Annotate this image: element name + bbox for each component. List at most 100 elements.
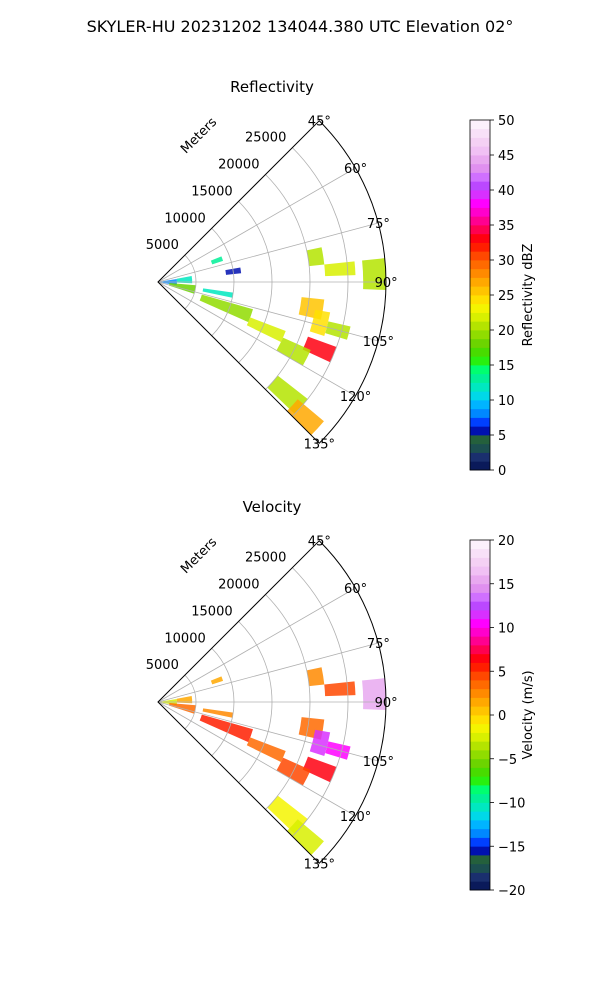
colorbar-swatch	[470, 820, 490, 830]
colorbar-swatch	[470, 863, 490, 873]
echo-region-10	[309, 729, 331, 757]
range-ring	[211, 647, 235, 757]
colorbar-swatch	[470, 233, 490, 243]
colorbar: −20 −15 −10 −5 0 5 10 15 20 Velocity (m/s)	[469, 534, 536, 899]
range-ring	[292, 567, 349, 837]
colorbar-swatch	[470, 653, 490, 663]
theta-tick-label: 120°	[340, 810, 371, 825]
colorbar-swatch	[470, 776, 490, 786]
colorbar-tick-label: −20	[498, 884, 525, 899]
range-tick-label: 5000	[146, 238, 179, 253]
colorbar-swatch	[470, 365, 490, 375]
colorbar-swatch	[470, 356, 490, 366]
colorbar-swatch	[470, 373, 490, 383]
echo-region-4	[202, 708, 234, 718]
colorbar-tick-label: 15	[498, 578, 515, 593]
colorbar-swatch	[470, 417, 490, 427]
colorbar-swatch	[470, 872, 490, 882]
echo-region-6	[199, 294, 253, 323]
range-ring	[238, 201, 273, 363]
colorbar-tick-label: 5	[498, 665, 506, 680]
reflectivity-panel: Reflectivity 5000 10000 15000 20000 25000 Mete…	[146, 78, 536, 479]
figure-suptitle: SKYLER-HU 20231202 134044.380 UTC Elevat…	[87, 17, 514, 36]
theta-tick-label: 60°	[344, 162, 367, 177]
echo-region-7	[306, 667, 325, 687]
colorbar-tick-label: 10	[498, 394, 515, 409]
colorbar-tick-label: 35	[498, 219, 515, 234]
colorbar-swatch	[470, 207, 490, 217]
colorbar-swatch	[470, 855, 490, 865]
panel-title: Velocity	[243, 498, 302, 516]
colorbar-swatch	[470, 426, 490, 436]
colorbar-swatch	[470, 452, 490, 462]
range-ring	[265, 594, 311, 810]
colorbar-swatch	[470, 627, 490, 637]
colorbar-swatch	[470, 575, 490, 585]
colorbar-swatch	[470, 566, 490, 576]
colorbar-swatch	[470, 741, 490, 751]
echo-region-5	[199, 714, 253, 743]
echo-region-3	[210, 676, 224, 685]
colorbar-swatch	[470, 338, 490, 348]
echo-region-8	[306, 247, 325, 267]
colorbar-swatch	[470, 400, 490, 410]
theta-tick-label: 45°	[308, 535, 331, 550]
range-tick-label: 20000	[218, 158, 259, 173]
colorbar-tick-label: 10	[498, 622, 515, 637]
colorbar-swatch	[470, 750, 490, 760]
colorbar-swatch	[470, 715, 490, 725]
colorbar-swatch	[470, 662, 490, 672]
colorbar-swatch	[470, 706, 490, 716]
colorbar-swatch	[470, 303, 490, 313]
colorbar-swatch	[470, 618, 490, 628]
theta-tick-label: 105°	[363, 755, 394, 770]
colorbar-tick-label: 50	[498, 114, 515, 129]
echo-region-14	[276, 337, 311, 366]
colorbar-swatch	[470, 723, 490, 733]
colorbar-swatch	[470, 837, 490, 847]
colorbar-swatch	[470, 680, 490, 690]
colorbar-swatch	[470, 758, 490, 768]
colorbar-swatch	[470, 155, 490, 165]
colorbar-swatch	[470, 846, 490, 856]
echo-region-5	[202, 288, 234, 298]
range-tick-label: 15000	[191, 184, 232, 199]
colorbar-swatch	[470, 295, 490, 305]
echo-layer	[158, 667, 387, 856]
colorbar-tick-label: −15	[498, 840, 525, 855]
colorbar-swatch	[470, 146, 490, 156]
colorbar-swatch	[470, 268, 490, 278]
colorbar-swatch	[470, 128, 490, 138]
colorbar-tick-label: 25	[498, 289, 515, 304]
sector-outline	[157, 120, 387, 444]
colorbar-swatch	[470, 435, 490, 445]
colorbar-tick-label: 15	[498, 359, 515, 374]
range-ring	[292, 147, 349, 417]
colorbar-swatch	[470, 767, 490, 777]
range-tick-label: 25000	[245, 131, 286, 146]
colorbar-swatch	[470, 382, 490, 392]
colorbar-swatch	[470, 828, 490, 838]
range-tick-label: 10000	[164, 631, 205, 646]
echo-region-11	[309, 309, 331, 337]
theta-tick-label: 75°	[367, 637, 390, 652]
colorbar-swatch	[470, 137, 490, 147]
range-ring	[265, 174, 311, 390]
colorbar-swatch	[470, 172, 490, 182]
colorbar-swatch	[470, 190, 490, 200]
colorbar-tick-label: 45	[498, 149, 515, 164]
range-ring	[184, 674, 197, 730]
colorbar-swatch	[470, 408, 490, 418]
echo-region-1	[176, 696, 193, 704]
echo-region-7	[246, 317, 286, 342]
colorbar-swatch	[470, 461, 490, 471]
colorbar-swatch	[470, 793, 490, 803]
echo-region-8	[324, 681, 356, 697]
colorbar-swatch	[470, 601, 490, 611]
colorbar-tick-label: 40	[498, 184, 515, 199]
colorbar-tick-label: 20	[498, 324, 515, 339]
colorbar-swatch	[470, 540, 490, 550]
colorbar-swatch	[470, 811, 490, 821]
range-tick-label: 5000	[146, 658, 179, 673]
